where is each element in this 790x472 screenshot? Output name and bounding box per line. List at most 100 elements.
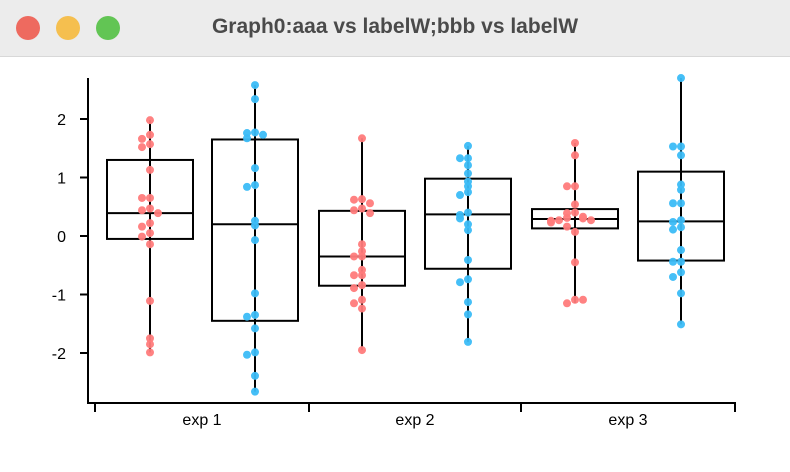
- data-point: [138, 222, 146, 231]
- x-tick-label: exp 3: [608, 412, 647, 429]
- x-tick-label: exp 1: [182, 412, 221, 429]
- y-tick-label: 1: [57, 171, 66, 188]
- data-point: [571, 258, 579, 267]
- data-point: [358, 271, 366, 280]
- data-point: [358, 204, 366, 213]
- data-point: [547, 218, 555, 227]
- data-point: [146, 140, 154, 149]
- data-point: [571, 151, 579, 160]
- data-point: [146, 229, 154, 238]
- data-point: [464, 298, 472, 307]
- data-point: [456, 214, 464, 223]
- data-point: [464, 220, 472, 229]
- data-point: [571, 138, 579, 147]
- y-tick-label: -2: [52, 346, 66, 363]
- data-point: [464, 182, 472, 191]
- data-point: [464, 310, 472, 319]
- data-point: [366, 199, 374, 208]
- data-point: [555, 216, 563, 225]
- data-point: [464, 275, 472, 284]
- data-point: [146, 240, 154, 249]
- data-point: [677, 320, 685, 329]
- data-point: [563, 213, 571, 222]
- data-point: [677, 142, 685, 151]
- close-button[interactable]: [16, 16, 40, 40]
- data-point: [243, 134, 251, 143]
- data-point: [138, 134, 146, 143]
- data-point: [456, 191, 464, 200]
- data-point: [251, 181, 259, 190]
- data-point: [358, 281, 366, 290]
- data-point: [154, 209, 162, 218]
- data-point: [358, 252, 366, 261]
- data-point: [146, 219, 154, 228]
- data-point: [350, 195, 358, 204]
- y-tick-label: -1: [52, 288, 66, 305]
- data-point: [563, 182, 571, 191]
- data-point: [563, 222, 571, 231]
- data-point: [563, 299, 571, 308]
- data-point: [243, 350, 251, 359]
- data-point: [677, 257, 685, 266]
- box-bbb-1: [211, 81, 299, 396]
- data-point: [677, 151, 685, 160]
- data-point: [243, 182, 251, 191]
- data-point: [464, 226, 472, 235]
- data-point: [358, 134, 366, 143]
- data-point: [251, 324, 259, 333]
- data-point: [350, 284, 358, 293]
- minimize-button[interactable]: [56, 16, 80, 40]
- data-point: [571, 227, 579, 236]
- data-point: [251, 221, 259, 230]
- data-point: [146, 116, 154, 125]
- data-point: [677, 216, 685, 225]
- data-point: [677, 223, 685, 232]
- data-point: [669, 257, 677, 266]
- x-tick-label: exp 2: [395, 412, 434, 429]
- y-tick-label: 0: [57, 229, 66, 246]
- data-point: [146, 340, 154, 349]
- y-tick-label: 2: [57, 112, 66, 129]
- data-point: [350, 206, 358, 215]
- data-point: [146, 334, 154, 343]
- data-point: [669, 199, 677, 208]
- data-point: [669, 217, 677, 226]
- data-point: [251, 310, 259, 319]
- data-point: [366, 209, 374, 218]
- data-point: [251, 387, 259, 396]
- data-point: [464, 188, 472, 197]
- box-bbb-2: [424, 141, 512, 346]
- box: [211, 138, 299, 322]
- data-point: [358, 240, 366, 249]
- data-point: [464, 154, 472, 163]
- data-point: [251, 95, 259, 104]
- data-point: [251, 81, 259, 90]
- data-point: [358, 295, 366, 304]
- data-point: [358, 304, 366, 313]
- data-point: [464, 337, 472, 346]
- data-point: [146, 348, 154, 357]
- data-point: [677, 268, 685, 277]
- title-bar[interactable]: Graph0:aaa vs labelW;bbb vs labelW: [0, 0, 790, 57]
- zoom-button[interactable]: [96, 16, 120, 40]
- box-aaa-3: [531, 138, 619, 308]
- box-bbb-3: [637, 74, 725, 329]
- data-point: [669, 225, 677, 234]
- data-point: [350, 271, 358, 280]
- data-point: [464, 208, 472, 217]
- data-point: [146, 130, 154, 139]
- data-point: [146, 193, 154, 202]
- data-point: [579, 295, 587, 304]
- data-point: [138, 143, 146, 152]
- data-point: [464, 141, 472, 150]
- data-point: [358, 195, 366, 204]
- data-point: [251, 289, 259, 298]
- data-point: [138, 232, 146, 241]
- box: [106, 158, 194, 240]
- data-point: [464, 161, 472, 170]
- data-point: [251, 164, 259, 173]
- data-point: [138, 193, 146, 202]
- data-point: [243, 312, 251, 321]
- data-point: [677, 246, 685, 255]
